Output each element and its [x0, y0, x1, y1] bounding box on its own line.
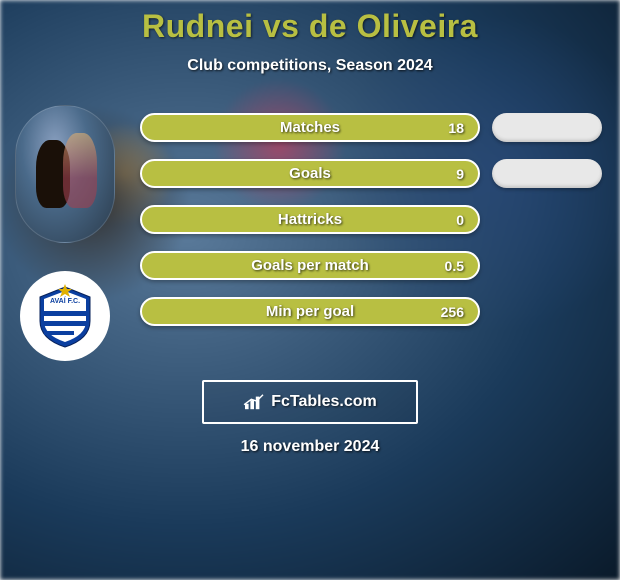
stat-value: 0.5 — [445, 258, 464, 274]
stat-value: 9 — [456, 166, 464, 182]
stat-label: Min per goal — [266, 303, 354, 320]
page-title: Rudnei vs de Oliveira — [0, 0, 620, 45]
stat-value: 0 — [456, 212, 464, 228]
stat-bar-goals: Goals 9 — [140, 159, 480, 188]
player-photo — [15, 105, 115, 243]
stat-bar-min-per-goal: Min per goal 256 — [140, 297, 480, 326]
opponent-pills — [492, 113, 602, 188]
stat-label: Matches — [280, 119, 340, 136]
stat-bar-matches: Matches 18 — [140, 113, 480, 142]
club-badge: AVAÍ F.C. — [20, 271, 110, 361]
infographic-root: Rudnei vs de Oliveira Club competitions,… — [0, 0, 620, 580]
stat-value: 256 — [441, 304, 464, 320]
club-badge-svg: AVAÍ F.C. — [30, 281, 100, 351]
left-column: AVAÍ F.C. — [10, 105, 120, 361]
branding-box: FcTables.com — [202, 380, 418, 424]
branding-text: FcTables.com — [271, 393, 377, 411]
stat-bar-hattricks: Hattricks 0 — [140, 205, 480, 234]
stat-label: Hattricks — [278, 211, 342, 228]
stat-bars: Matches 18 Goals 9 Hattricks 0 Goals per… — [140, 113, 480, 326]
opponent-pill-matches — [492, 113, 602, 142]
stat-label: Goals — [289, 165, 331, 182]
bar-chart-icon — [243, 393, 265, 411]
stat-bar-goals-per-match: Goals per match 0.5 — [140, 251, 480, 280]
opponent-pill-goals — [492, 159, 602, 188]
svg-text:AVAÍ F.C.: AVAÍ F.C. — [50, 296, 80, 305]
page-subtitle: Club competitions, Season 2024 — [0, 57, 620, 75]
comparison-area: AVAÍ F.C. Matches 18 Goals 9 Hattricks 0… — [0, 105, 620, 365]
stat-label: Goals per match — [251, 257, 369, 274]
footer-date: 16 november 2024 — [0, 438, 620, 456]
stat-value: 18 — [448, 120, 464, 136]
